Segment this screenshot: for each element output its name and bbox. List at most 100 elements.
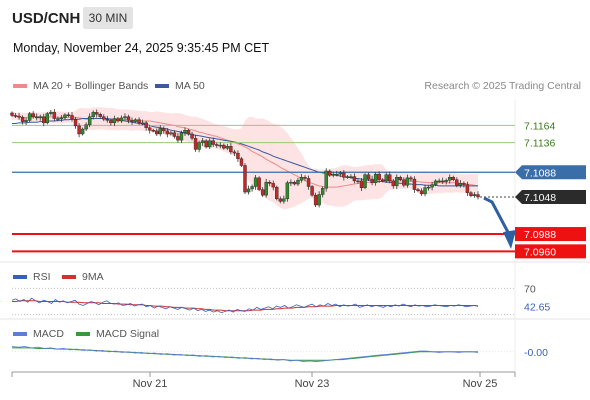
candle-body — [56, 118, 60, 120]
candle-body — [87, 116, 92, 125]
candle-body — [264, 181, 268, 196]
candle-body — [342, 172, 346, 178]
rsi-value-label: 42.65 — [524, 301, 550, 313]
candle-body — [253, 177, 258, 187]
support-tag — [515, 227, 586, 242]
candle-body — [426, 186, 431, 189]
candle-body — [285, 182, 290, 200]
candle-body — [419, 190, 424, 195]
candle-body — [63, 114, 67, 119]
candle-body — [158, 128, 162, 135]
candle-body — [458, 183, 463, 186]
candle-body — [20, 117, 25, 122]
candle-body — [416, 189, 420, 192]
candle-body — [328, 170, 332, 176]
candle-body — [303, 177, 307, 179]
research-credit: Research © 2025 Trading Central — [424, 80, 581, 92]
candle-body — [370, 178, 374, 183]
candle-body — [402, 179, 406, 186]
candle-body — [151, 130, 155, 132]
candle-body — [179, 132, 184, 141]
candle-body — [338, 172, 343, 175]
candle-body — [211, 140, 215, 145]
candle-body — [395, 177, 399, 187]
macd-signal-line — [12, 347, 478, 361]
legend-macd-signal: MACD Signal — [76, 328, 159, 340]
candle-body — [476, 194, 480, 198]
candle-body — [377, 173, 381, 180]
candle-body — [13, 115, 18, 117]
candle-body — [17, 115, 21, 118]
candle-body — [95, 112, 99, 115]
legend-rsi-ma: 9MA — [62, 271, 104, 283]
candle-body — [52, 112, 57, 119]
legend-ma20-label: MA 20 + Bollinger Bands — [33, 80, 149, 92]
legend-macd: MACD — [13, 328, 64, 340]
candle-body — [324, 170, 328, 189]
candle-body — [306, 178, 311, 187]
candle-body — [250, 186, 254, 190]
candle-body — [388, 174, 392, 182]
candle-body — [282, 198, 286, 202]
candle-body — [84, 124, 88, 130]
candle-body — [278, 198, 283, 202]
candle-body — [398, 177, 403, 180]
candle-body — [345, 176, 350, 178]
candle-body — [448, 177, 452, 181]
candle-body — [275, 186, 279, 200]
candle-body — [405, 177, 410, 186]
candle-body — [35, 116, 39, 119]
candle-body — [66, 114, 71, 117]
candle-body — [469, 192, 473, 196]
candle-body — [102, 116, 106, 120]
candle-body — [207, 140, 212, 148]
candle-body — [193, 138, 198, 150]
candle-body — [384, 174, 388, 182]
candle-body — [112, 118, 117, 124]
candle-body — [380, 179, 385, 182]
candle-body — [335, 173, 339, 176]
candle-body — [236, 152, 240, 159]
candle-body — [296, 180, 300, 185]
candle-body — [165, 130, 170, 135]
candle-body — [31, 113, 35, 117]
candle-body — [126, 116, 131, 121]
candle-body — [27, 113, 32, 121]
candle-body — [49, 112, 53, 114]
candle-body — [176, 136, 180, 141]
candle-body — [162, 128, 166, 132]
candle-body — [200, 140, 205, 143]
candle-body — [169, 132, 173, 135]
candle-body — [91, 112, 95, 117]
candle-body — [299, 177, 304, 181]
candle-body — [172, 132, 177, 137]
rsi-tick-70: 70 — [524, 283, 536, 295]
legend-ma50: MA 50 — [155, 80, 205, 92]
macd-swatch — [13, 332, 27, 336]
candle-body — [229, 146, 233, 153]
rsi-ma-swatch — [62, 275, 76, 279]
rsi-swatch — [13, 275, 27, 279]
candle-body — [366, 174, 371, 180]
timeframe-badge[interactable]: 30 MIN — [83, 7, 133, 29]
macd-line — [11, 346, 479, 362]
candle-body — [349, 176, 353, 178]
legend-rsi-ma-label: 9MA — [82, 271, 104, 283]
symbol-title: USD/CNH — [12, 10, 81, 27]
candle-body — [271, 183, 275, 188]
candle-body — [105, 118, 110, 121]
legend-macd-label: MACD — [33, 328, 64, 340]
legend-rsi: RSI — [13, 271, 51, 283]
support-label: 7.0988 — [524, 229, 556, 241]
candle-body — [204, 140, 208, 148]
candle-body — [116, 118, 120, 122]
forecast-arrow — [483, 196, 512, 237]
candle-body — [430, 184, 434, 188]
candle-body — [331, 173, 335, 176]
ma50-swatch — [155, 84, 169, 88]
candle-body — [412, 178, 417, 190]
current-price-label: 7.1088 — [524, 167, 556, 179]
candle-body — [246, 188, 251, 193]
candle-body — [133, 119, 138, 122]
